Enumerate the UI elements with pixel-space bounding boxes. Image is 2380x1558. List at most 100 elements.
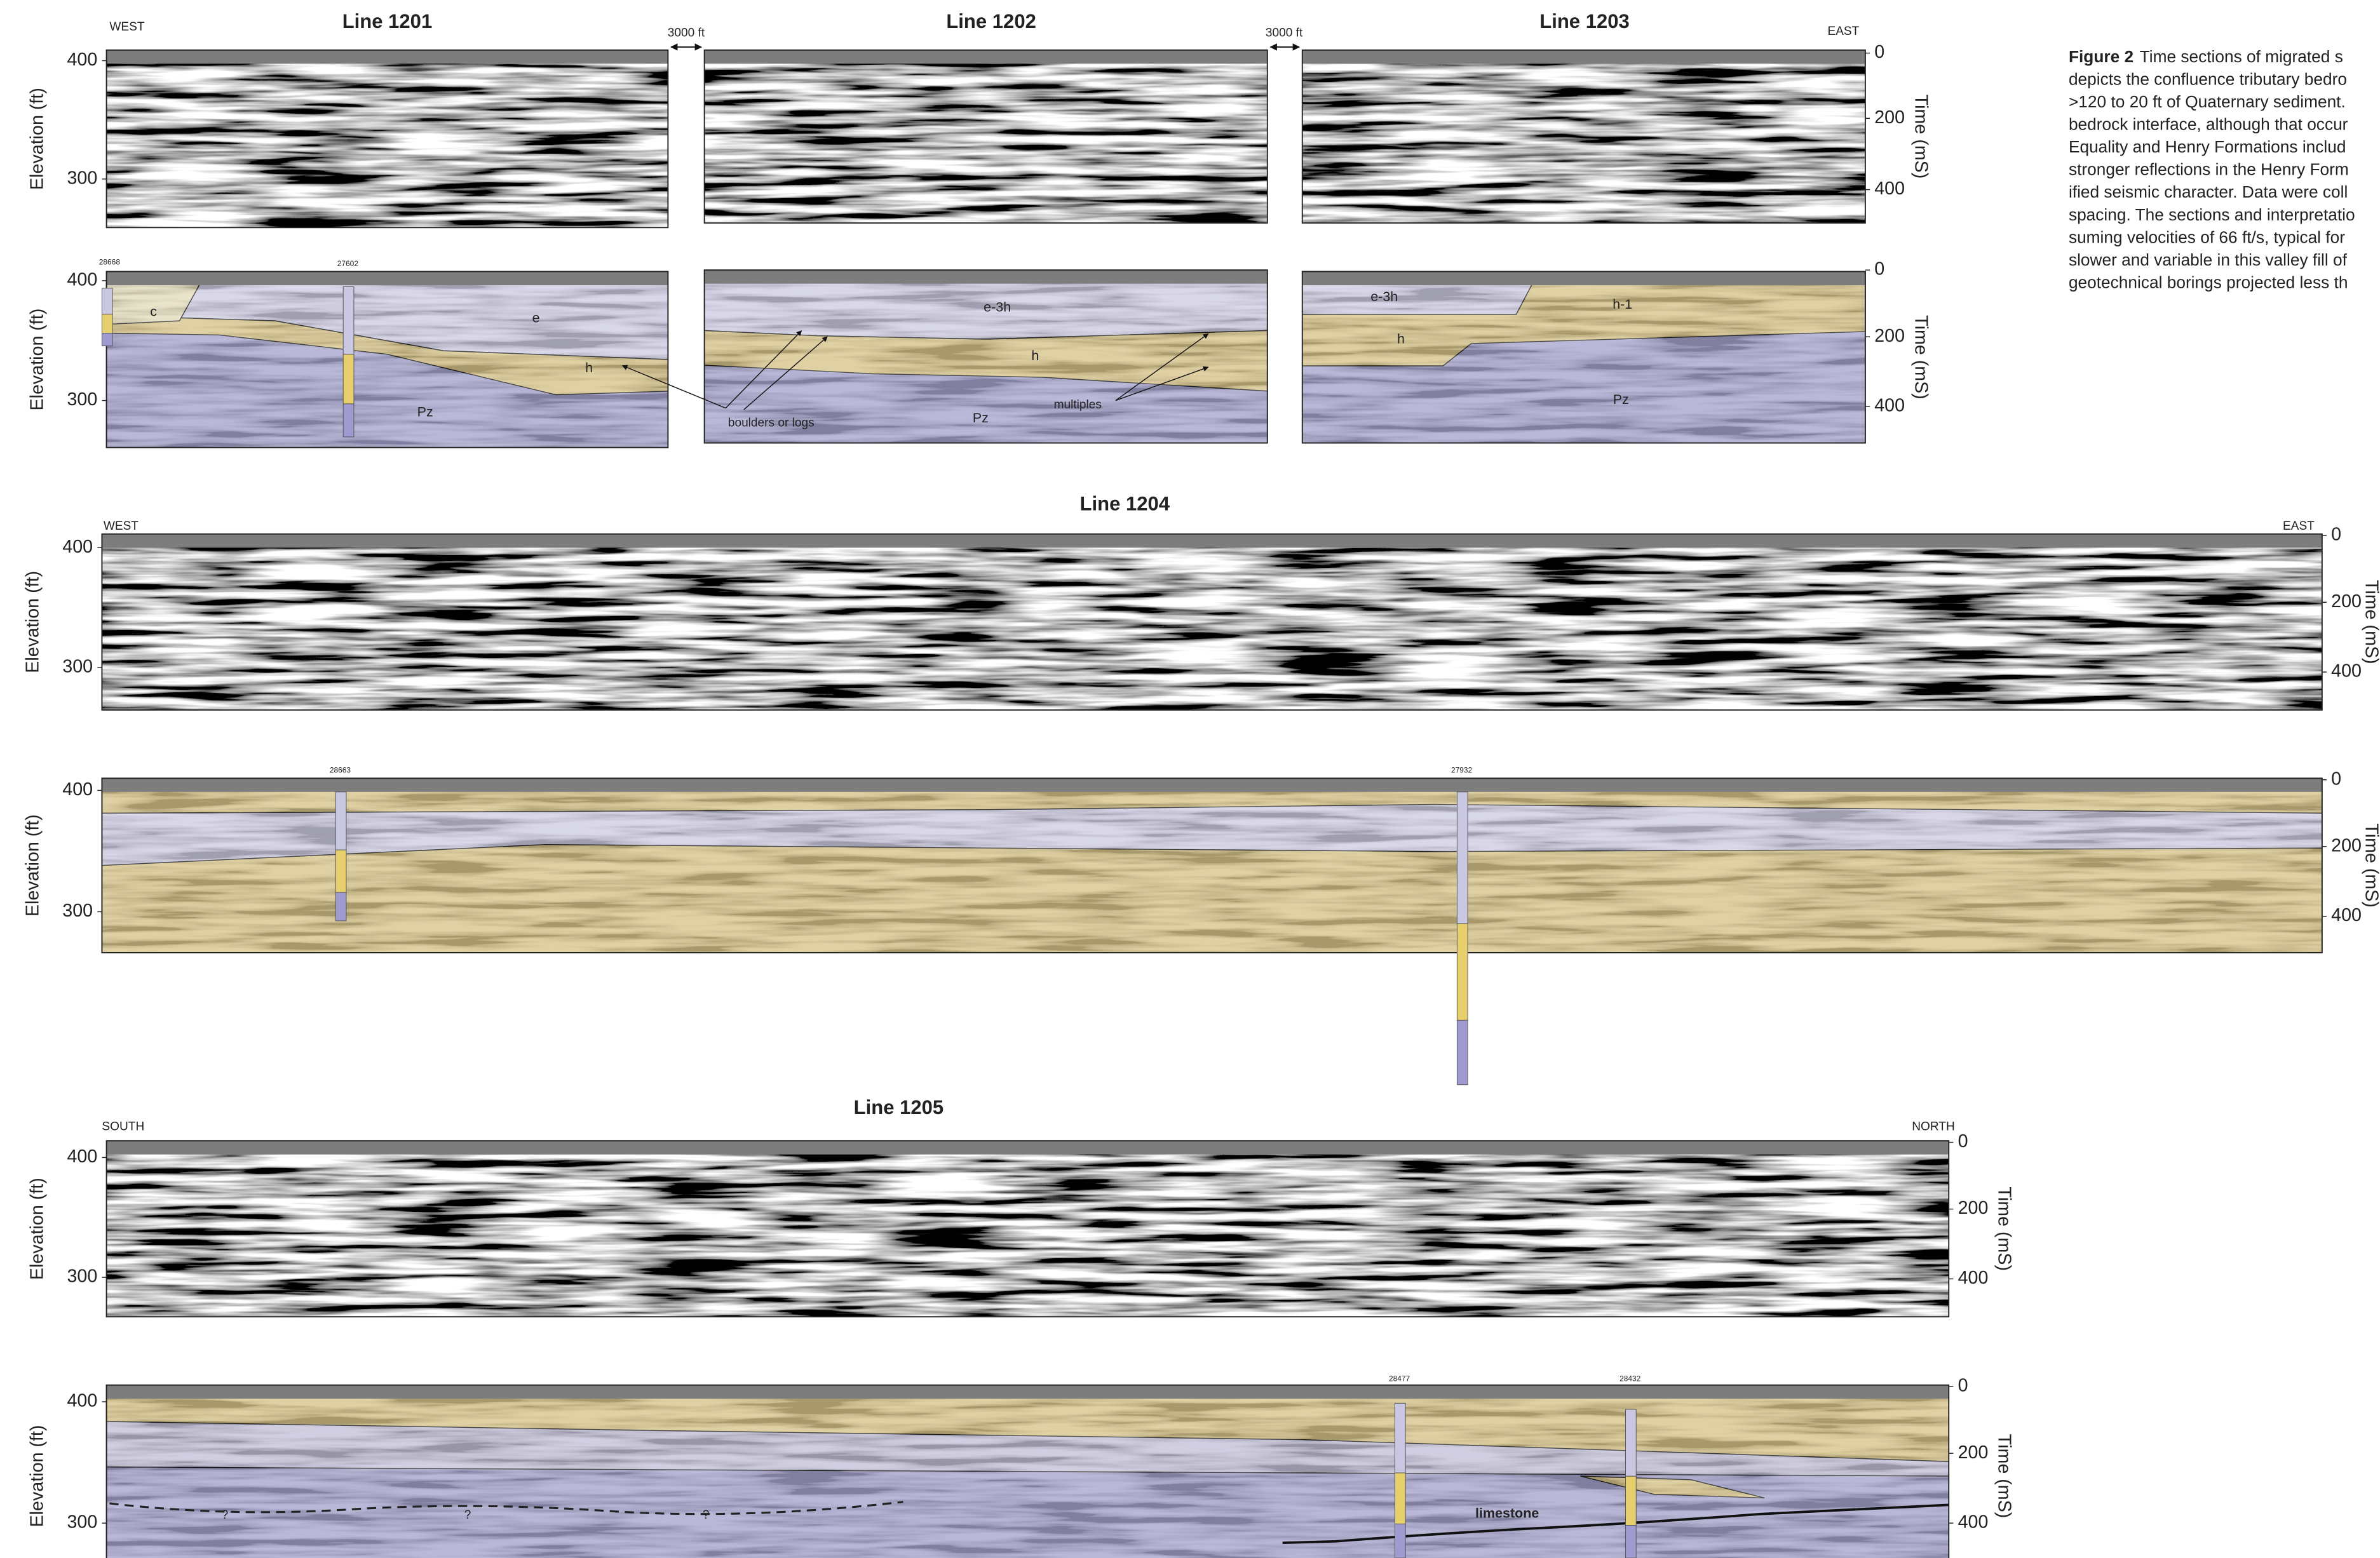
elevation-tick-label: 300 bbox=[67, 168, 97, 188]
time-tick-label: 400 bbox=[2331, 905, 2362, 925]
unit-label: h-1 bbox=[1613, 297, 1632, 312]
annotation: limestone bbox=[1475, 1505, 1539, 1521]
time-tick-label: 400 bbox=[1958, 1268, 1989, 1288]
unit-label: Pz bbox=[417, 404, 433, 419]
time-tick-label: 200 bbox=[2331, 835, 2362, 856]
section-title: Line 1201 bbox=[342, 10, 433, 32]
time-axis-label: Time (mS) bbox=[2362, 823, 2380, 908]
unit-label: e-3h bbox=[984, 300, 1011, 315]
elevation-tick-label: 400 bbox=[62, 779, 93, 800]
scale-bar-label: 3000 ft bbox=[1266, 27, 1303, 40]
caption-line: Equality and Henry Formations includ bbox=[2069, 137, 2346, 156]
caption-label: Figure 2 bbox=[2069, 47, 2133, 66]
caption-line: bedrock interface, although that occur bbox=[2069, 114, 2348, 133]
direction-label: EAST bbox=[2283, 520, 2315, 533]
annotation: ? bbox=[703, 1508, 710, 1522]
boring-column bbox=[343, 286, 354, 354]
seismic-section bbox=[705, 50, 1268, 223]
unit-label: c bbox=[150, 304, 157, 319]
elevation-axis-label: Elevation (ft) bbox=[23, 814, 43, 917]
caption-line: Figure 2 Time sections of migrated s bbox=[2069, 47, 2343, 66]
boring-id: 27602 bbox=[337, 259, 359, 268]
caption-line: slower and variable in this valley fill … bbox=[2069, 250, 2348, 269]
boring-column bbox=[102, 333, 112, 346]
elevation-tick-label: 400 bbox=[67, 269, 97, 290]
time-axis-label: Time (mS) bbox=[1910, 95, 1931, 179]
elevation-axis-label: Elevation (ft) bbox=[23, 571, 43, 673]
seismic-overlay bbox=[107, 272, 668, 448]
unit-label: h bbox=[1397, 332, 1405, 347]
elevation-tick-label: 400 bbox=[67, 50, 97, 70]
boring-id: 28432 bbox=[1619, 1374, 1641, 1383]
water-strip bbox=[705, 50, 1268, 64]
elevation-tick-label: 400 bbox=[67, 1391, 97, 1411]
time-tick-label: 0 bbox=[2331, 769, 2341, 789]
seismic-section bbox=[1302, 50, 1865, 223]
caption-line: geotechnical borings projected less th bbox=[2069, 273, 2348, 292]
boring-column bbox=[1457, 923, 1468, 1020]
boring-column bbox=[343, 354, 354, 404]
annotation: ? bbox=[222, 1508, 229, 1522]
boring-id: 28668 bbox=[99, 257, 121, 266]
water-strip bbox=[107, 1385, 1949, 1399]
caption-text: Time sections of migrated s bbox=[2140, 47, 2343, 66]
elevation-axis-label: Elevation (ft) bbox=[27, 88, 48, 190]
boring-column bbox=[335, 850, 346, 892]
time-axis-label: Time (mS) bbox=[1910, 315, 1931, 400]
direction-label: NORTH bbox=[1912, 1120, 1955, 1134]
boring-column bbox=[1395, 1403, 1405, 1473]
water-strip bbox=[1302, 272, 1865, 285]
water-strip bbox=[102, 534, 2322, 547]
time-tick-label: 200 bbox=[1958, 1442, 1989, 1463]
elevation-tick-label: 300 bbox=[62, 901, 93, 921]
section-title: Line 1205 bbox=[854, 1096, 944, 1118]
caption-line: stronger reflections in the Henry Form bbox=[2069, 160, 2349, 179]
unit-label: Pz bbox=[1613, 392, 1629, 407]
boring-column bbox=[343, 404, 354, 437]
water-strip bbox=[107, 272, 668, 285]
seismic-section bbox=[102, 534, 2322, 710]
boring-column bbox=[102, 314, 112, 333]
boring-column bbox=[335, 892, 346, 921]
unit-label: Pz bbox=[973, 410, 989, 426]
direction-label: WEST bbox=[104, 520, 139, 533]
time-axis-label: Time (mS) bbox=[2362, 580, 2380, 664]
boring-column bbox=[1626, 1476, 1637, 1525]
boring-column bbox=[1395, 1473, 1405, 1524]
caption-line: suming velocities of 66 ft/s, typical fo… bbox=[2069, 227, 2345, 246]
elevation-axis-label: Elevation (ft) bbox=[27, 1425, 48, 1528]
elevation-tick-label: 400 bbox=[67, 1146, 97, 1167]
caption-line: ified seismic character. Data were coll bbox=[2069, 182, 2348, 201]
annotation: boulders or logs bbox=[728, 416, 815, 429]
section-title: Line 1204 bbox=[1080, 493, 1170, 515]
time-axis-label: Time (mS) bbox=[1994, 1434, 2015, 1519]
time-tick-label: 0 bbox=[1874, 42, 1884, 62]
elevation-tick-label: 300 bbox=[67, 1512, 97, 1533]
time-tick-label: 400 bbox=[1874, 396, 1905, 416]
time-tick-label: 200 bbox=[2331, 591, 2362, 612]
water-strip bbox=[102, 778, 2322, 791]
time-tick-label: 400 bbox=[1874, 178, 1905, 199]
annotation: multiples bbox=[1054, 398, 1102, 412]
boring-column bbox=[1626, 1526, 1637, 1558]
seismic-section bbox=[107, 50, 668, 227]
water-strip bbox=[1302, 50, 1865, 64]
section-title: Line 1203 bbox=[1539, 10, 1630, 32]
unit-label: e-3h bbox=[1370, 289, 1398, 304]
boring-column bbox=[1457, 1020, 1468, 1084]
boring-id: 28477 bbox=[1389, 1374, 1410, 1383]
caption-line: depicts the confluence tributary bedro bbox=[2069, 69, 2347, 88]
elevation-axis-label: Elevation (ft) bbox=[27, 1178, 48, 1280]
time-tick-label: 400 bbox=[2331, 661, 2362, 682]
boring-column bbox=[1395, 1524, 1405, 1558]
elevation-axis-label: Elevation (ft) bbox=[27, 309, 48, 411]
boring-column bbox=[1626, 1409, 1637, 1476]
section-title: Line 1202 bbox=[946, 10, 1036, 32]
unit-label: h bbox=[1031, 348, 1039, 363]
time-tick-label: 200 bbox=[1958, 1198, 1989, 1218]
boring-column bbox=[335, 792, 346, 850]
boring-column bbox=[102, 288, 112, 314]
time-tick-label: 200 bbox=[1874, 107, 1905, 128]
time-tick-label: 0 bbox=[1958, 1376, 1968, 1396]
caption-line: >120 to 20 ft of Quaternary sediment. bbox=[2069, 92, 2346, 111]
